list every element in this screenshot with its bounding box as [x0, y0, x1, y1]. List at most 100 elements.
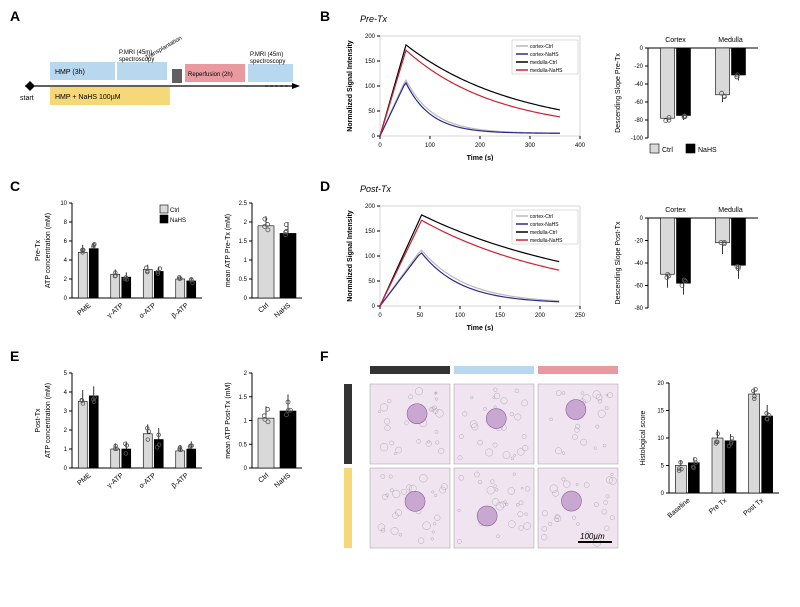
svg-text:-20: -20	[634, 64, 643, 70]
panel-f-histology: CtrlPre-TxPost-TxCtrlNaHS100µm	[340, 362, 630, 572]
svg-text:2: 2	[64, 277, 68, 283]
svg-text:-40: -40	[634, 261, 643, 267]
panel-e-mean-chart: 00.511.52mean ATP Post-Tx (mM)CtrlNaHS	[220, 365, 315, 510]
svg-text:cortex-NaHS: cortex-NaHS	[530, 222, 559, 228]
svg-text:2: 2	[64, 428, 68, 434]
svg-text:50: 50	[368, 279, 375, 285]
svg-text:0.5: 0.5	[239, 442, 248, 448]
svg-text:400: 400	[575, 143, 586, 149]
svg-text:PME: PME	[76, 472, 92, 487]
svg-text:3: 3	[64, 409, 68, 415]
svg-text:1: 1	[244, 258, 248, 264]
svg-text:mean ATP Post-Tx (mM): mean ATP Post-Tx (mM)	[225, 382, 232, 458]
svg-text:-80: -80	[634, 306, 643, 312]
svg-text:Transplantation: Transplantation	[145, 36, 184, 62]
svg-text:200: 200	[365, 204, 376, 210]
panel-label-b: B	[320, 8, 330, 24]
svg-text:ATP concentration (mM): ATP concentration (mM)	[45, 213, 52, 288]
svg-text:10: 10	[657, 436, 664, 442]
panel-label-c: C	[10, 178, 20, 194]
svg-text:medulla-NaHS: medulla-NaHS	[530, 238, 563, 244]
svg-text:0: 0	[372, 134, 376, 140]
svg-text:NaHS: NaHS	[273, 302, 292, 320]
svg-text:Cortex: Cortex	[665, 207, 686, 214]
svg-text:Normalized Signal Intensity: Normalized Signal Intensity	[347, 40, 354, 132]
svg-text:150: 150	[495, 313, 506, 319]
svg-text:2: 2	[244, 371, 248, 377]
svg-text:-60: -60	[634, 100, 643, 106]
panel-label-d: D	[320, 178, 330, 194]
panel-label-e: E	[10, 348, 19, 364]
svg-text:Histological score: Histological score	[640, 410, 647, 465]
svg-text:Reperfusion (2h): Reperfusion (2h)	[188, 72, 233, 78]
svg-text:100: 100	[365, 254, 376, 260]
svg-text:5: 5	[661, 464, 665, 470]
svg-text:150: 150	[365, 229, 376, 235]
svg-text:cortex-Ctrl: cortex-Ctrl	[530, 214, 553, 220]
panel-a-schematic: startHMP (3h)HMP + NaHS 100µMP.MRI (45m)…	[20, 32, 300, 152]
svg-text:300: 300	[525, 143, 536, 149]
svg-text:γ-ATP: γ-ATP	[106, 472, 125, 490]
panel-c-mean-chart: 00.511.522.5mean ATP Pre-Tx (mM)CtrlNaHS	[220, 195, 315, 340]
svg-text:100: 100	[365, 84, 376, 90]
panel-label-f: F	[320, 348, 329, 364]
panel-d-bar-chart: 0-20-40-60-80Descending Slope Post-TxCor…	[610, 188, 790, 338]
svg-text:Medulla: Medulla	[718, 207, 743, 214]
svg-text:spectroscopy: spectroscopy	[250, 59, 285, 65]
svg-text:Post-Tx: Post-Tx	[35, 408, 42, 433]
svg-text:Ctrl: Ctrl	[662, 147, 673, 154]
svg-text:4: 4	[64, 258, 68, 264]
svg-text:Ctrl: Ctrl	[404, 362, 417, 364]
svg-text:medulla-NaHS: medulla-NaHS	[530, 68, 563, 74]
svg-text:0: 0	[244, 466, 248, 472]
svg-text:NaHS: NaHS	[698, 147, 717, 154]
svg-text:α-ATP: α-ATP	[138, 302, 158, 320]
svg-text:0: 0	[378, 143, 382, 149]
svg-text:start: start	[20, 95, 34, 102]
svg-text:PME: PME	[76, 302, 92, 317]
svg-text:0: 0	[64, 296, 68, 302]
svg-text:250: 250	[575, 313, 586, 319]
svg-text:0: 0	[64, 466, 68, 472]
svg-text:100: 100	[425, 143, 436, 149]
svg-text:0: 0	[640, 46, 644, 52]
svg-text:Baseline: Baseline	[667, 497, 692, 520]
svg-text:1.5: 1.5	[239, 239, 248, 245]
svg-text:8: 8	[64, 220, 68, 226]
svg-text:Pre Tx: Pre Tx	[708, 497, 729, 516]
panel-d-line-chart: 050100150200250050100150200Time (s)Norma…	[340, 196, 600, 331]
svg-text:0: 0	[661, 491, 665, 497]
svg-text:4: 4	[64, 390, 68, 396]
svg-text:Pre-Tx: Pre-Tx	[35, 240, 42, 262]
svg-text:0: 0	[372, 304, 376, 310]
svg-text:Cortex: Cortex	[665, 37, 686, 44]
svg-text:Time (s): Time (s)	[467, 155, 494, 161]
svg-text:Ctrl: Ctrl	[257, 472, 270, 485]
panel-c-bar-chart: 0246810Pre-TxATP concentration (mM)PMEγ-…	[30, 195, 215, 340]
svg-text:20: 20	[657, 381, 664, 387]
svg-text:Ctrl: Ctrl	[340, 418, 342, 431]
svg-text:Ctrl: Ctrl	[257, 302, 270, 315]
panel-label-a: A	[10, 8, 20, 24]
svg-text:Time (s): Time (s)	[467, 325, 494, 331]
svg-text:β-ATP: β-ATP	[171, 472, 191, 490]
svg-text:-60: -60	[634, 284, 643, 290]
svg-text:cortex-Ctrl: cortex-Ctrl	[530, 44, 553, 50]
svg-text:ATP concentration (mM): ATP concentration (mM)	[45, 383, 52, 458]
svg-text:50: 50	[368, 109, 375, 115]
svg-text:6: 6	[64, 239, 68, 245]
svg-text:Post-Tx: Post-Tx	[564, 362, 592, 364]
svg-text:NaHS: NaHS	[340, 497, 342, 518]
svg-text:1: 1	[244, 419, 248, 425]
svg-text:medulla-Ctrl: medulla-Ctrl	[530, 230, 557, 236]
svg-text:-80: -80	[634, 118, 643, 124]
svg-text:0: 0	[378, 313, 382, 319]
panel-f-bar-chart: 05101520Histological scoreBaselinePre Tx…	[635, 375, 795, 550]
svg-text:10: 10	[60, 201, 67, 207]
svg-text:medulla-Ctrl: medulla-Ctrl	[530, 60, 557, 66]
svg-text:100: 100	[455, 313, 466, 319]
svg-text:β-ATP: β-ATP	[171, 302, 191, 320]
svg-text:0.5: 0.5	[239, 277, 248, 283]
svg-text:HMP (3h): HMP (3h)	[55, 69, 85, 76]
svg-text:1.5: 1.5	[239, 395, 248, 401]
